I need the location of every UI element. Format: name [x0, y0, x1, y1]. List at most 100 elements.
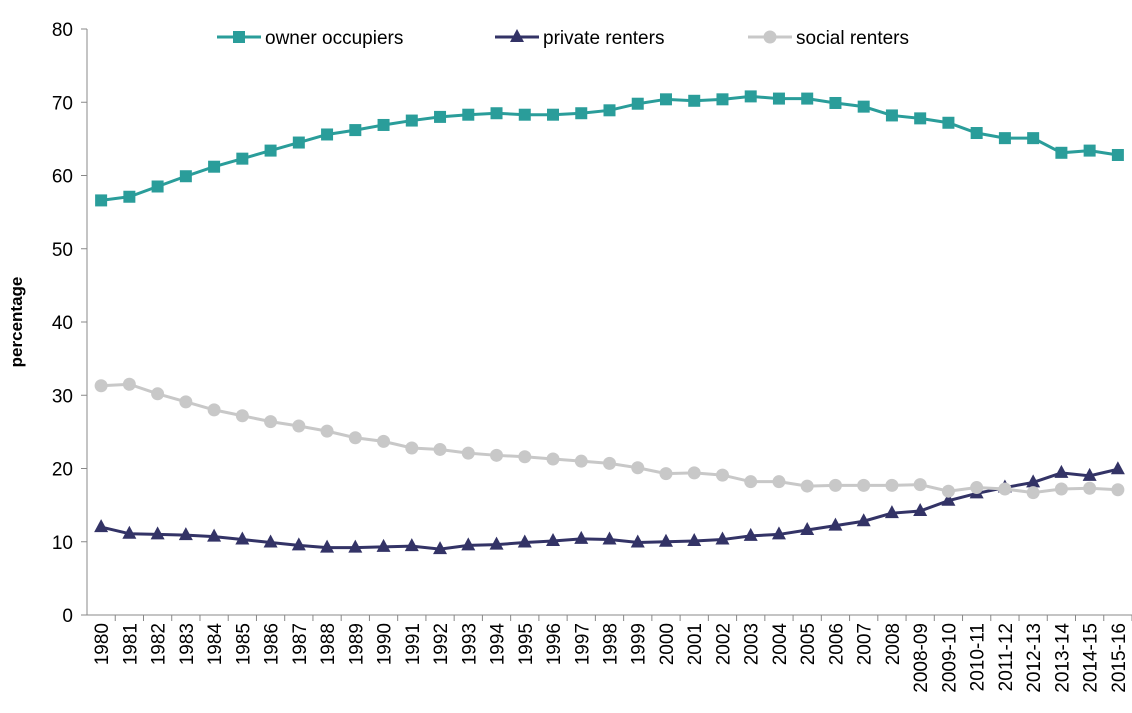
- data-point: [1026, 486, 1040, 500]
- data-point: [489, 536, 504, 550]
- data-point: [942, 116, 955, 129]
- data-point: [885, 109, 898, 122]
- data-point: [546, 452, 560, 466]
- x-tick-label: 2000: [657, 623, 678, 665]
- x-tick-label: 1985: [233, 623, 254, 665]
- data-point: [1054, 482, 1068, 496]
- x-tick-label: 1983: [177, 623, 198, 665]
- data-point: [208, 160, 221, 173]
- data-point: [772, 92, 785, 105]
- data-point: [1111, 483, 1125, 497]
- data-point: [179, 395, 193, 409]
- x-tick-label: 1988: [318, 623, 339, 665]
- data-point: [1027, 132, 1040, 145]
- data-point: [178, 527, 193, 541]
- y-tick-label: 10: [52, 533, 73, 554]
- data-point: [857, 478, 871, 492]
- x-tick-label: 2015-16: [1109, 623, 1130, 693]
- data-point: [264, 144, 277, 157]
- data-point: [801, 92, 814, 105]
- data-point: [518, 108, 531, 121]
- data-point: [122, 377, 136, 391]
- y-tick-label: 0: [62, 606, 73, 627]
- x-tick-label: 1994: [488, 623, 509, 666]
- data-point: [122, 525, 137, 539]
- data-point: [998, 132, 1011, 145]
- data-point: [941, 492, 956, 506]
- data-point: [800, 479, 814, 493]
- data-point: [405, 441, 419, 455]
- x-tick-label: 1982: [149, 623, 170, 665]
- data-point: [885, 478, 899, 492]
- data-point: [94, 379, 108, 393]
- data-point: [1110, 461, 1125, 475]
- data-point: [490, 448, 504, 462]
- data-point: [1026, 474, 1041, 488]
- data-point: [546, 533, 561, 547]
- data-point: [687, 533, 702, 547]
- data-point: [377, 434, 391, 448]
- x-tick-label: 1984: [205, 623, 226, 666]
- data-point: [1082, 467, 1097, 481]
- data-point: [207, 528, 222, 542]
- x-tick-label: 1981: [120, 623, 141, 665]
- x-tick-label: 1996: [544, 623, 565, 665]
- data-point: [433, 442, 447, 456]
- data-point: [574, 530, 589, 544]
- data-point: [150, 526, 165, 540]
- data-point: [1083, 144, 1096, 157]
- data-point: [517, 534, 532, 548]
- x-tick-label: 2001: [685, 623, 706, 665]
- data-point: [263, 534, 278, 548]
- data-point: [547, 108, 560, 121]
- data-point: [490, 107, 503, 120]
- x-tick-label: 1998: [601, 623, 622, 665]
- x-tick-label: 2009-10: [939, 623, 960, 693]
- data-point: [349, 124, 362, 137]
- data-point: [828, 478, 842, 492]
- data-point: [462, 108, 475, 121]
- x-tick-label: 2008: [883, 623, 904, 665]
- x-tick-label: 2013-14: [1052, 623, 1073, 693]
- data-point: [291, 537, 306, 551]
- data-point: [884, 505, 899, 519]
- x-tick-label: 1992: [431, 623, 452, 665]
- y-tick-label: 30: [52, 386, 73, 407]
- data-point: [829, 96, 842, 109]
- data-point: [320, 539, 335, 553]
- data-point: [913, 478, 927, 492]
- y-tick-label: 60: [52, 167, 73, 188]
- data-point: [941, 484, 955, 498]
- data-point: [235, 409, 249, 423]
- data-point: [433, 541, 448, 555]
- data-point: [630, 534, 645, 548]
- data-point: [744, 475, 758, 489]
- data-point: [123, 190, 136, 203]
- data-point: [518, 450, 532, 464]
- data-point: [264, 415, 278, 429]
- x-tick-label: 2007: [855, 623, 876, 665]
- data-point: [631, 97, 644, 110]
- data-point: [658, 533, 673, 547]
- data-point: [320, 424, 334, 438]
- legend-marker: [763, 30, 777, 44]
- y-tick-label: 40: [52, 313, 73, 334]
- y-tick-label: 70: [52, 93, 73, 114]
- x-tick-label: 1989: [346, 623, 367, 665]
- data-point: [771, 526, 786, 540]
- data-point: [575, 107, 588, 120]
- data-point: [94, 519, 109, 533]
- data-point: [743, 527, 758, 541]
- data-point: [772, 475, 786, 489]
- data-point: [95, 194, 108, 207]
- data-point: [602, 531, 617, 545]
- x-tick-label: 2010-11: [968, 623, 989, 691]
- x-tick-label: 1986: [262, 623, 283, 665]
- data-point: [235, 531, 250, 545]
- data-point: [687, 466, 701, 480]
- x-tick-label: 1991: [403, 623, 424, 665]
- y-tick-label: 50: [52, 240, 73, 261]
- data-point: [151, 180, 164, 193]
- x-tick-label: 2012-13: [1024, 623, 1045, 693]
- x-tick-label: 1987: [290, 623, 311, 665]
